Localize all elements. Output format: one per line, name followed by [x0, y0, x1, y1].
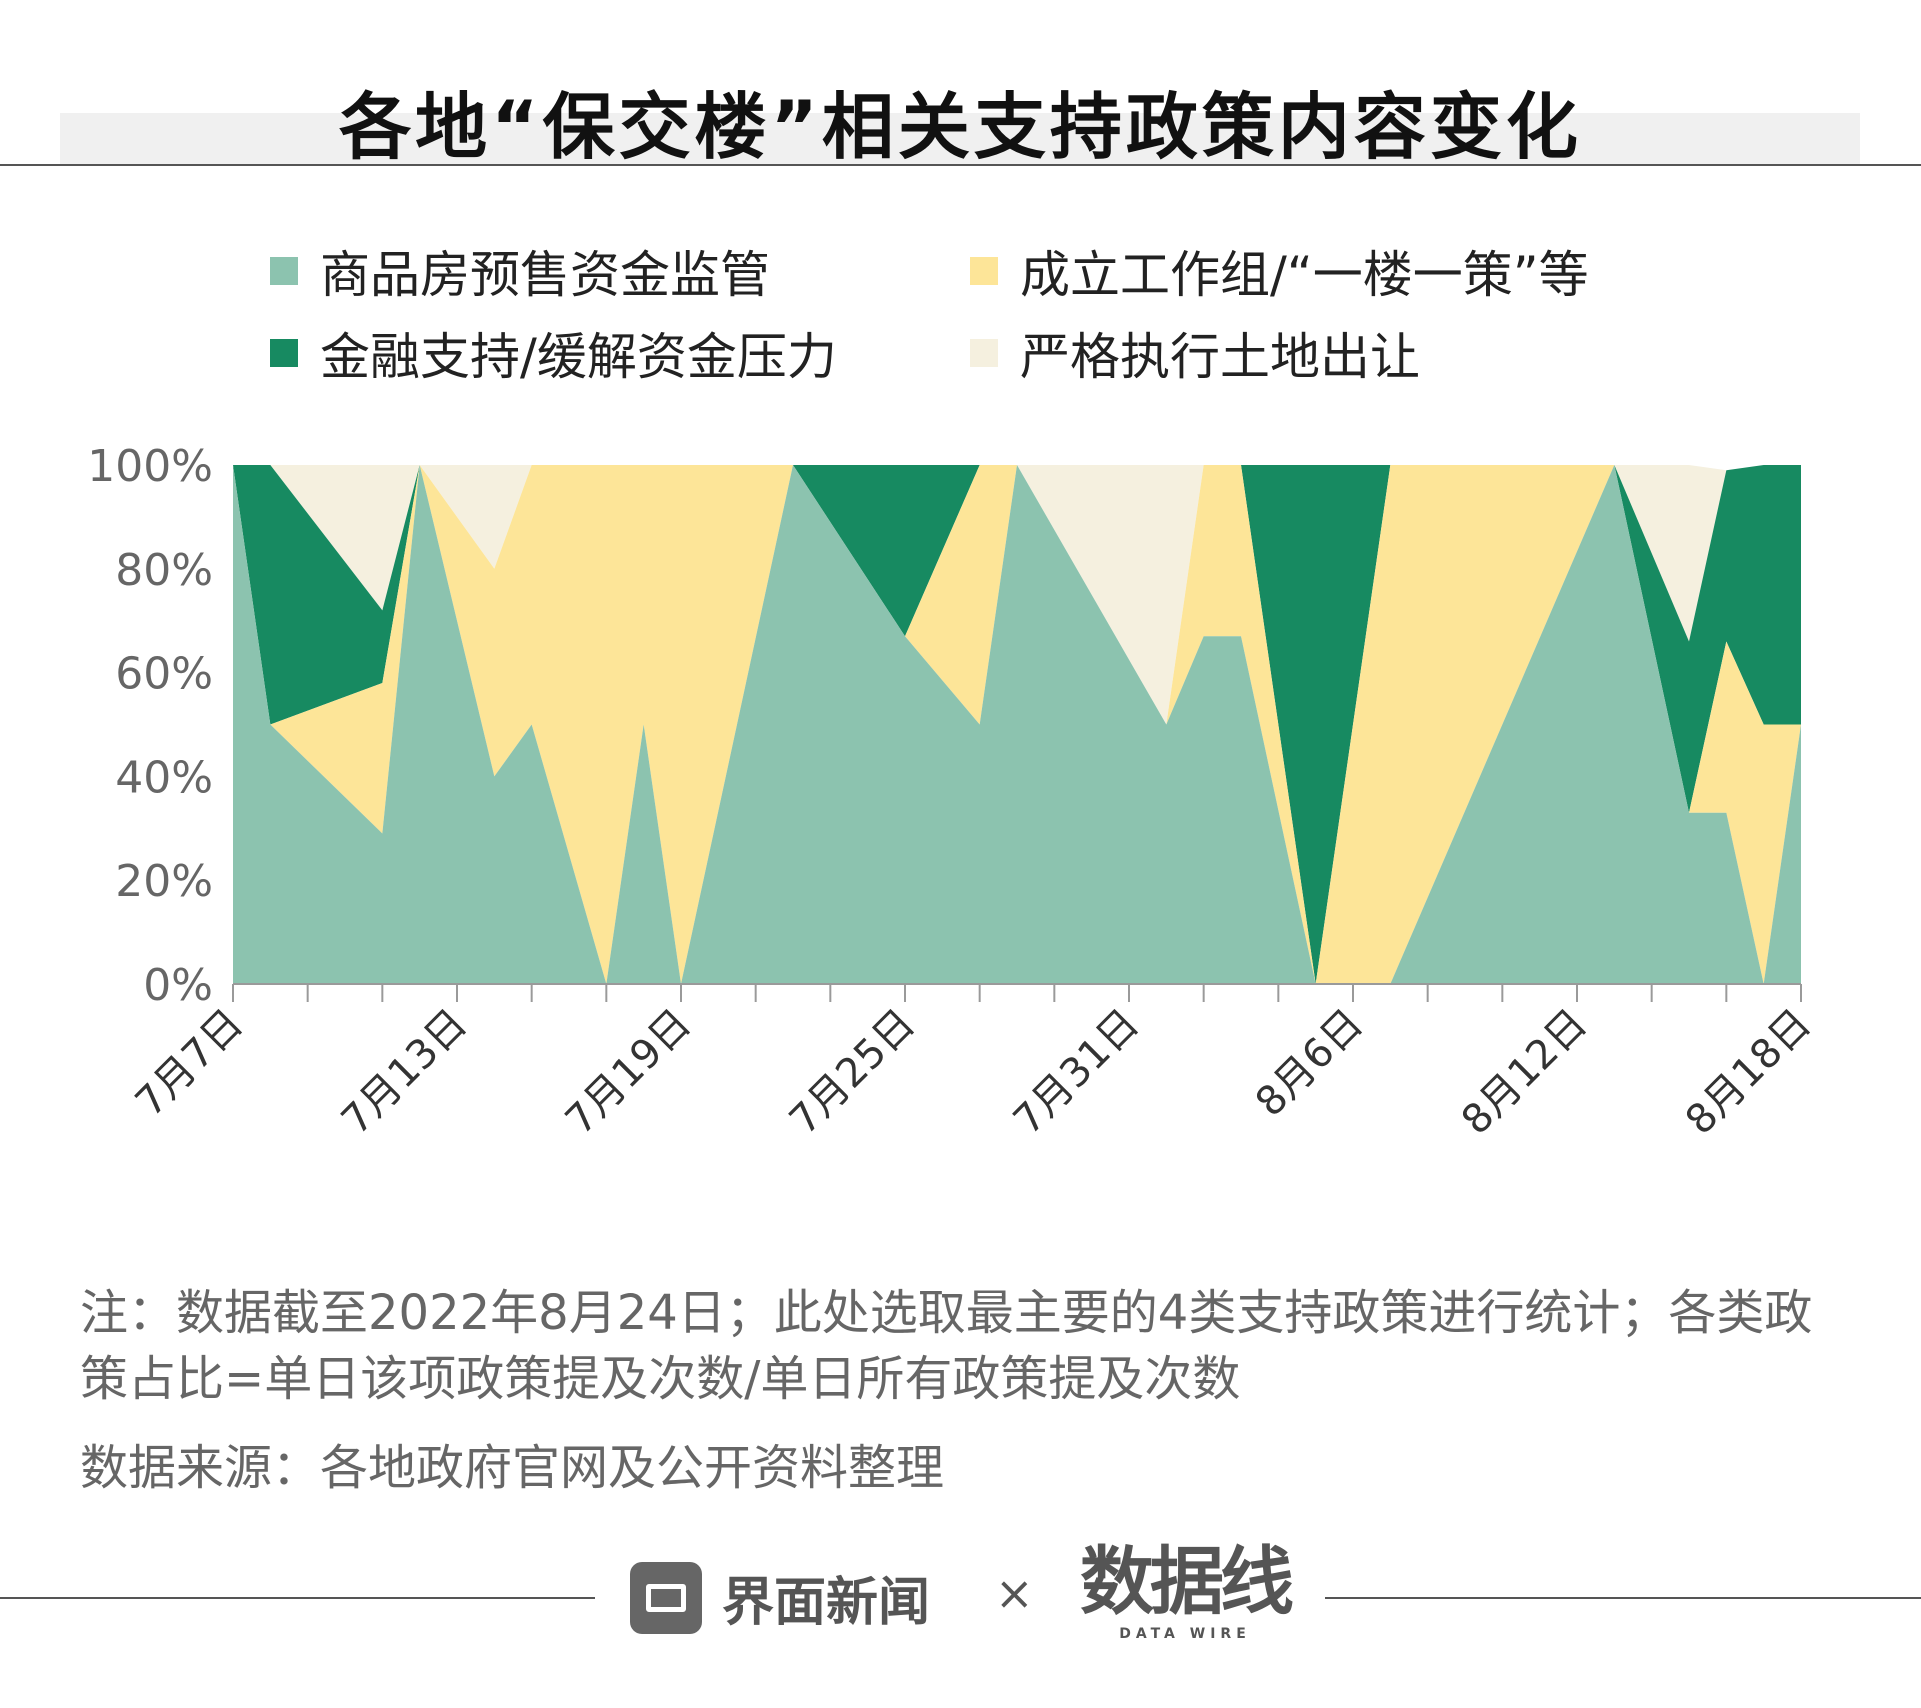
- x-tick-label: 7月13日: [333, 1001, 476, 1144]
- y-tick-label: 60%: [115, 649, 213, 700]
- data-wire-logo-text: 数据线: [1080, 1539, 1294, 1625]
- data-wire-logo-sub: DATA WIRE: [1119, 1626, 1251, 1642]
- jiemian-logo-icon: [630, 1561, 702, 1634]
- data-wire-logo: 数据线 DATA WIRE: [1075, 1538, 1295, 1648]
- x-tick-label: 8月12日: [1453, 1001, 1596, 1144]
- legend-item-presale-supervision: 商品房预售资金监管: [270, 235, 770, 307]
- brand-name: 界面新闻: [722, 1573, 931, 1633]
- chart-title: 各地“保交楼”相关支持政策内容变化: [339, 85, 1582, 169]
- x-tick-label: 8月6日: [1247, 1001, 1372, 1126]
- legend-label: 商品房预售资金监管: [320, 246, 770, 304]
- brand-jiemian: 界面新闻: [630, 1560, 930, 1635]
- y-tick-label: 80%: [115, 545, 213, 596]
- title-band: [60, 113, 1860, 165]
- legend-swatch: [270, 339, 298, 367]
- legend-item-land-transfer: 严格执行土地出让: [970, 317, 1420, 389]
- x-tick-label: 7月7日: [127, 1001, 252, 1126]
- y-tick-label: 20%: [115, 856, 213, 907]
- legend-swatch: [270, 257, 298, 285]
- x-tick-label: 8月18日: [1677, 1001, 1820, 1144]
- x-tick-label: 7月31日: [1005, 1001, 1148, 1144]
- chart-note: 注：数据截至2022年8月24日；此处选取最主要的4类支持政策进行统计；各类政策…: [80, 1285, 1813, 1407]
- legend: 商品房预售资金监管 成立工作组/“一楼一策”等 金融支持/缓解资金压力 严格执行…: [270, 235, 1770, 386]
- legend-item-financial-support: 金融支持/缓解资金压力: [270, 317, 837, 389]
- area-series-0: [233, 465, 1801, 984]
- area-chart: 0% 20% 40% 60% 80% 100% 7月7日 7月13日 7月19日 7月25日 7月3…: [87, 441, 1820, 1144]
- legend-label: 金融支持/缓解资金压力: [320, 328, 837, 386]
- y-tick-label: 40%: [115, 752, 213, 803]
- title-rule: [0, 164, 1921, 166]
- footer-rule-right: [1325, 1597, 1921, 1599]
- legend-label: 严格执行土地出让: [1020, 328, 1420, 386]
- times-sign: ×: [995, 1566, 1034, 1620]
- footer-rule-left: [0, 1597, 595, 1599]
- legend-label: 成立工作组/“一楼一策”等: [1020, 246, 1589, 304]
- y-tick-label: 0%: [143, 960, 213, 1011]
- y-tick-label: 100%: [87, 441, 213, 492]
- x-tick-label: 7月19日: [557, 1001, 700, 1144]
- x-tick-label: 7月25日: [781, 1001, 924, 1144]
- legend-swatch: [970, 339, 998, 367]
- legend-swatch: [970, 257, 998, 285]
- data-source: 数据来源：各地政府官网及公开资料整理: [80, 1440, 945, 1496]
- legend-item-working-group: 成立工作组/“一楼一策”等: [970, 235, 1589, 307]
- area-series-3: [233, 465, 1801, 725]
